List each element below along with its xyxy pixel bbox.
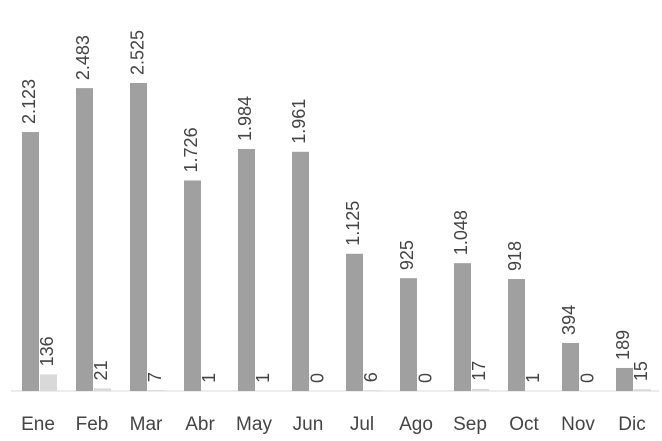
x-tick-label: Sep (453, 414, 487, 435)
data-label: 918 (505, 241, 525, 271)
data-label: 0 (577, 373, 597, 383)
data-label: 1.048 (451, 210, 471, 255)
bar (94, 388, 111, 391)
bar (616, 367, 633, 391)
data-label: 1.726 (181, 127, 201, 172)
bar (454, 263, 471, 391)
x-tick-label: Feb (76, 414, 109, 435)
data-label: 0 (415, 373, 435, 383)
bar (130, 83, 147, 391)
data-label: 15 (631, 361, 651, 381)
data-label: 1 (199, 373, 219, 383)
data-label: 0 (307, 373, 327, 383)
data-label: 2.483 (73, 35, 93, 80)
x-tick-label: Jun (293, 414, 324, 435)
data-label: 17 (469, 361, 489, 381)
bar (364, 390, 381, 391)
bar (76, 88, 93, 391)
data-label: 394 (559, 305, 579, 335)
bar (634, 389, 651, 391)
data-label: 1.961 (289, 99, 309, 144)
x-tick-label: Ago (399, 414, 433, 435)
x-tick-label: Ene (21, 414, 55, 435)
data-label: 1 (253, 373, 273, 383)
bar (400, 278, 417, 391)
data-label: 21 (91, 360, 111, 380)
data-label: 7 (145, 372, 165, 382)
bar (22, 132, 39, 391)
data-label: 2.123 (19, 79, 39, 124)
x-tick-label: Nov (561, 414, 595, 435)
x-tick-label: Oct (509, 414, 539, 435)
data-label: 189 (613, 330, 633, 360)
bar (238, 148, 255, 391)
data-label: 1.125 (343, 201, 363, 246)
bar (562, 342, 579, 391)
x-tick-label: Dic (618, 414, 645, 435)
data-label: 1.984 (235, 96, 255, 141)
bar (148, 390, 165, 391)
x-tick-label: Abr (185, 414, 215, 435)
data-label: 1 (523, 373, 543, 383)
data-label: 136 (37, 336, 57, 366)
data-label: 6 (361, 372, 381, 382)
data-label: 925 (397, 240, 417, 270)
x-tick-label: Jul (350, 414, 374, 435)
bar (40, 374, 57, 391)
bar (292, 151, 309, 391)
bar (346, 253, 363, 391)
bar (472, 388, 489, 391)
data-label: 2.525 (127, 30, 147, 75)
x-tick-label: Mar (130, 414, 163, 435)
bar (184, 180, 201, 391)
x-tick-label: May (236, 414, 272, 435)
bar (508, 279, 525, 391)
